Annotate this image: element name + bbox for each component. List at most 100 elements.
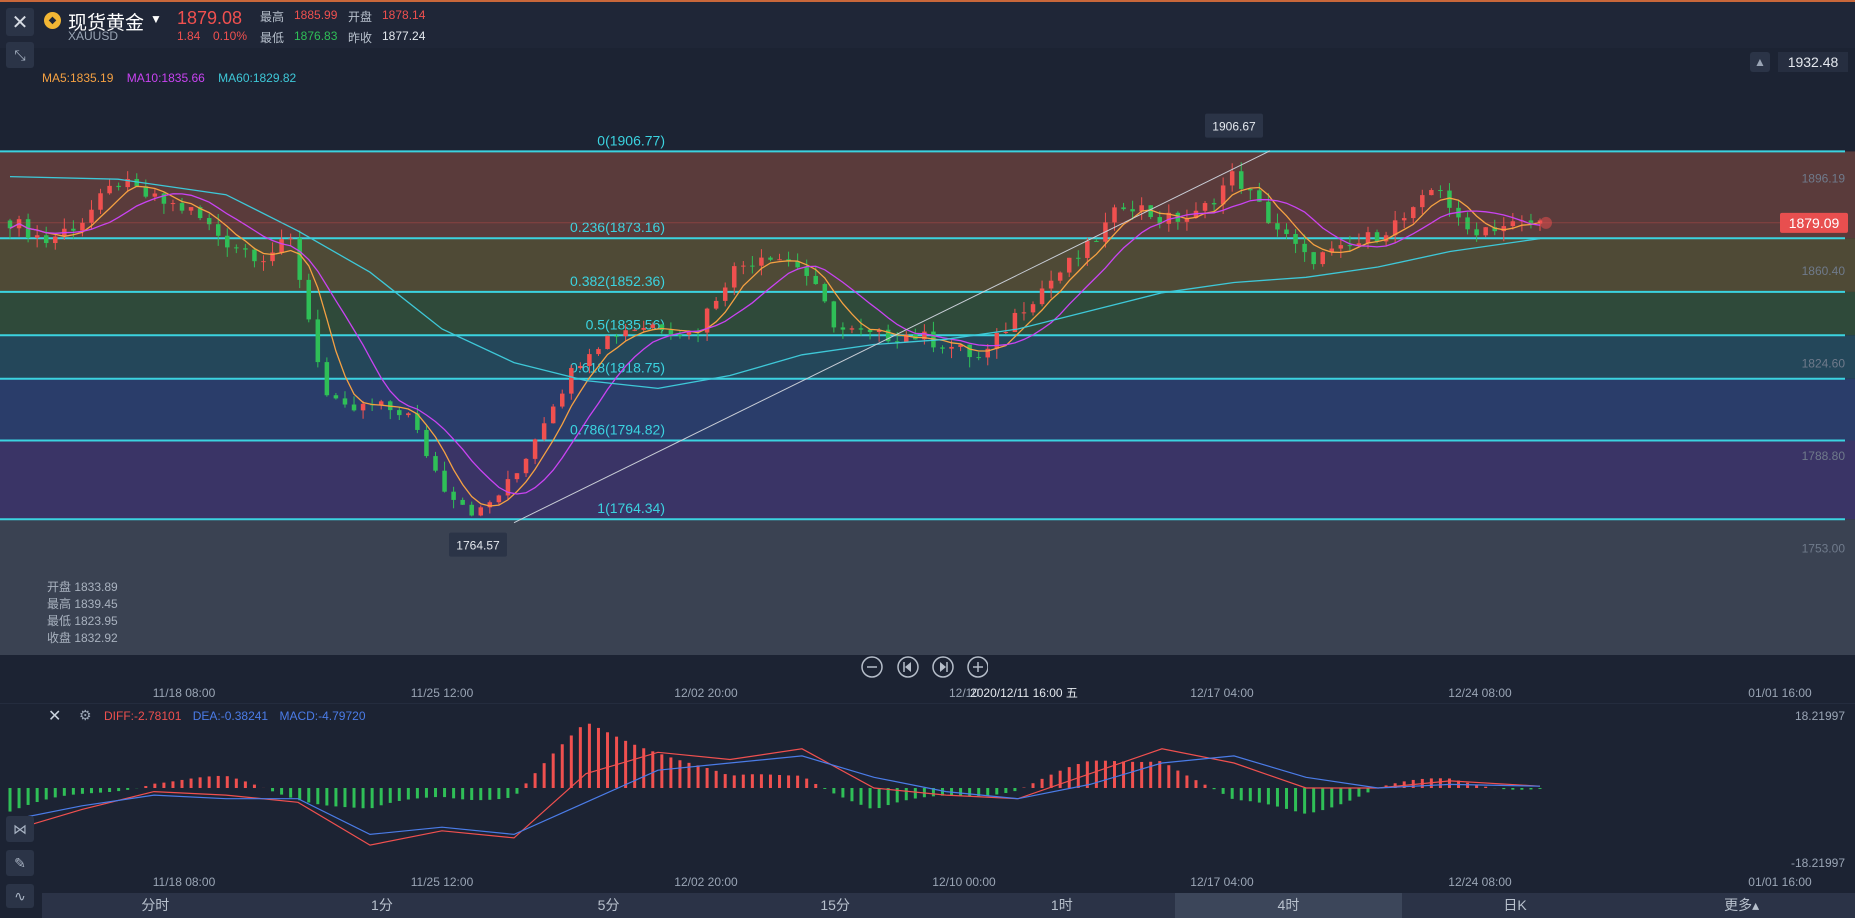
jump-end-button[interactable] — [932, 656, 954, 678]
macd-histogram-bar — [1438, 778, 1442, 788]
symbol-name[interactable]: 现货黄金 — [68, 13, 145, 34]
candle-body — [71, 228, 76, 231]
macd-histogram-bar — [271, 788, 275, 792]
candle-body — [1094, 240, 1099, 242]
candle-body — [469, 504, 474, 516]
tab-1h[interactable]: 1时 — [1050, 897, 1073, 913]
x-tick-label: 12/10 — [949, 686, 979, 700]
draw-tool-button[interactable]: ⤡ — [6, 42, 34, 68]
macd-histogram-bar — [1402, 781, 1406, 788]
open-label: 开盘 — [348, 10, 373, 24]
candle-body — [1257, 190, 1262, 202]
candle-body — [1302, 243, 1307, 253]
candle-body — [360, 403, 366, 411]
macd-histogram-bar — [1275, 788, 1279, 807]
candle-body — [197, 207, 203, 219]
macd-settings-button[interactable]: ⚙ — [79, 707, 92, 724]
candle-body — [605, 335, 610, 350]
macd-histogram-bar — [841, 788, 845, 798]
candle-body — [813, 275, 818, 285]
macd-histogram-bar — [361, 788, 365, 809]
chart-type-button[interactable]: ∿ — [6, 884, 34, 908]
candle-body — [804, 267, 809, 276]
tab-4h[interactable]: 4时 — [1175, 893, 1402, 918]
candle-body — [134, 178, 139, 187]
candle-body — [922, 331, 927, 340]
pen-button[interactable]: ✎ — [6, 850, 34, 876]
jump-start-button[interactable] — [897, 656, 919, 678]
candle-body — [406, 413, 411, 416]
alert-button[interactable]: ▲ — [1750, 52, 1770, 72]
candle-body — [1438, 190, 1443, 192]
zoom-in-button[interactable] — [967, 656, 988, 678]
macd-histogram-bar — [415, 788, 419, 799]
macd-histogram-bar — [542, 763, 546, 788]
ohlc-close: 收盘 1832.92 — [47, 631, 118, 645]
candle-body — [668, 329, 674, 335]
draw-tool-icon: ⤡ — [14, 46, 26, 63]
macd-histogram-bar — [1447, 778, 1451, 788]
macd-x-tick-label: 12/10 00:00 — [932, 875, 996, 889]
candle-body — [1266, 201, 1271, 224]
indicator-button[interactable]: ⋈ — [6, 816, 34, 842]
macd-histogram-bar — [633, 744, 637, 788]
symbol-dropdown-icon[interactable]: ▼ — [150, 12, 162, 26]
tab-5min[interactable]: 5分 — [597, 897, 620, 913]
candle-body — [206, 218, 212, 225]
macd-histogram-bar — [1131, 761, 1135, 788]
x-tick-label: 01/01 16:00 — [1748, 686, 1812, 700]
candle-body — [1374, 232, 1380, 242]
candle-body — [541, 423, 547, 440]
macd-histogram-bar — [334, 788, 338, 807]
tab-more[interactable]: 更多▴ — [1724, 897, 1760, 913]
candle-body — [1121, 207, 1126, 210]
macd-histogram-bar — [1040, 778, 1044, 788]
candle-body — [297, 238, 302, 280]
ohlc-open: 开盘 1833.89 — [47, 580, 118, 594]
macd-histogram-bar — [1321, 788, 1325, 811]
candle-body — [1311, 252, 1316, 265]
macd-histogram-bar — [587, 723, 591, 788]
zoom-out-button[interactable] — [861, 656, 883, 678]
close-button[interactable]: ✕ — [6, 8, 34, 36]
candle-body — [1057, 272, 1063, 281]
fib-zone — [0, 238, 1855, 292]
macd-histogram-bar — [144, 786, 148, 788]
macd-close-button[interactable]: ✕ — [48, 706, 61, 726]
candle-body — [1356, 243, 1362, 246]
macd-histogram-bar — [225, 776, 229, 788]
candle-body — [650, 324, 656, 328]
candle-body — [623, 330, 628, 337]
candle-body — [858, 328, 864, 330]
tab-daily[interactable]: 日K — [1503, 897, 1527, 913]
candle-body — [1293, 234, 1298, 244]
candle-body — [80, 222, 85, 231]
macd-histogram-bar — [1312, 788, 1316, 813]
symbol-code: XAUUSD — [68, 29, 119, 43]
candle-body — [243, 248, 248, 250]
candle-body — [587, 354, 592, 367]
candle-body — [116, 185, 121, 188]
tab-timeshare[interactable]: 分时 — [141, 897, 170, 913]
macd-chart[interactable]: 18.21997 -18.21997 11/18 08:00 11/25 12:00 1… — [0, 703, 1855, 893]
macd-histogram-bar — [850, 788, 854, 802]
price-chart[interactable]: 0(1906.77) 0.236(1873.16) 0.382(1852.36) 0.… — [0, 85, 1855, 710]
macd-histogram-bar — [379, 788, 383, 806]
macd-x-tick-label: 01/01 16:00 — [1748, 875, 1812, 889]
macd-histogram-bar — [1031, 783, 1035, 788]
tab-1min[interactable]: 1分 — [371, 897, 393, 913]
macd-histogram-bar — [243, 781, 247, 788]
candle-body — [1365, 232, 1371, 244]
macd-histogram-bar — [1194, 780, 1198, 788]
macd-histogram-bar — [1058, 770, 1062, 788]
price-change-pct: 0.10% — [213, 29, 248, 43]
macd-histogram-bar — [153, 783, 157, 788]
pen-icon: ✎ — [14, 854, 26, 871]
tab-15min[interactable]: 15分 — [820, 897, 850, 913]
candle-body — [170, 203, 176, 205]
macd-histogram-bar — [44, 788, 48, 800]
macd-histogram-bar — [1339, 788, 1343, 805]
candle-body — [1220, 185, 1226, 205]
candle-body — [994, 332, 1000, 349]
ohlc-high: 最高 1839.45 — [47, 597, 118, 611]
